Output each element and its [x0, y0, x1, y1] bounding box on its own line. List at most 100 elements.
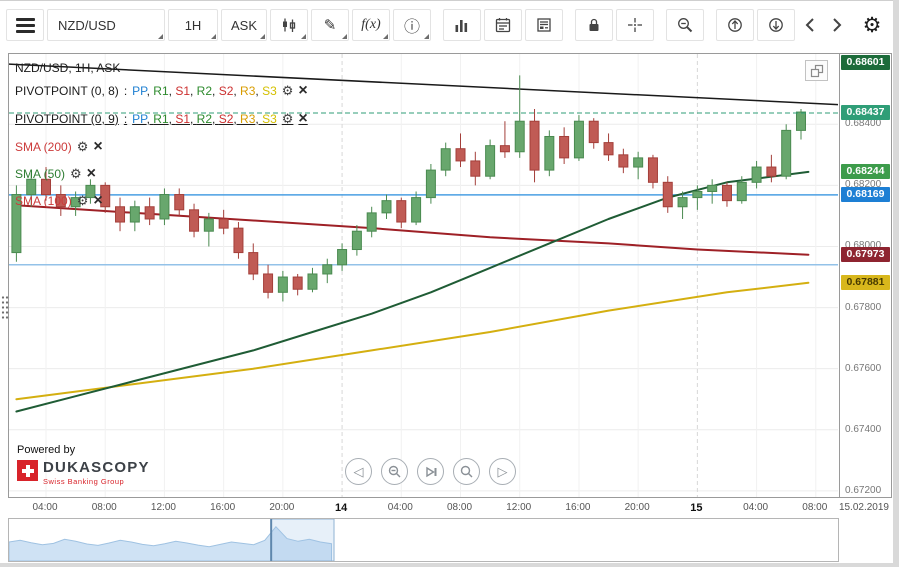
circle-arrow-up-icon — [728, 18, 742, 32]
scroll-right-button[interactable] — [825, 9, 849, 41]
bar-chart-icon — [455, 20, 468, 32]
chevron-right-icon — [833, 18, 842, 32]
indicator-settings-icon[interactable]: ⚙ — [76, 193, 89, 208]
pivot-series-label[interactable]: R1 — [153, 84, 169, 98]
pivot-series-label[interactable]: S1 — [175, 112, 190, 126]
zoom-out-button[interactable] — [666, 9, 704, 41]
indicator-settings-icon[interactable]: ⚙ — [281, 83, 294, 98]
indicator-remove-icon[interactable]: × — [86, 165, 97, 182]
dropdown-corner-icon — [383, 34, 388, 39]
indicator-settings-icon[interactable]: ⚙ — [70, 166, 82, 181]
indicator-name: PIVOTPOINT (0, 9) — [15, 112, 119, 126]
time-tick-label: 20:00 — [269, 502, 295, 513]
price-tick-label: 0.68000 — [845, 240, 882, 252]
instrument-select[interactable]: NZD/USD — [47, 9, 165, 41]
price-side-label: ASK — [230, 17, 257, 33]
pivot-series-label[interactable]: R1 — [153, 112, 169, 126]
pivot-series-label[interactable]: S2 — [218, 112, 234, 126]
price-tick-label: 0.67800 — [845, 301, 882, 313]
time-tick-label: 12:00 — [506, 502, 532, 513]
pivot-series-label[interactable]: S2 — [218, 84, 234, 98]
detach-chart-button[interactable] — [805, 60, 828, 81]
zoom-out-chart-button[interactable] — [381, 458, 408, 485]
chart-area[interactable]: NZD/USD, 1H, ASK PIVOTPOINT (0, 8) : PP,… — [8, 53, 892, 498]
indicator-row-sma50: SMA (50) ⚙ × — [15, 166, 96, 182]
pivot-series-label[interactable]: S1 — [175, 84, 190, 98]
time-axis[interactable]: 04:00 08:00 12:00 16:00 20:00 14 04:00 08:00 12:… — [8, 498, 892, 517]
lock-button[interactable] — [575, 9, 613, 41]
scroll-left-button[interactable] — [798, 9, 822, 41]
timeframe-label: 1H — [184, 17, 202, 33]
pan-right-button[interactable]: ▷ — [489, 458, 516, 485]
price-tick-label: 0.67200 — [845, 484, 882, 496]
pivot-series-label[interactable]: R3 — [240, 112, 256, 126]
time-tick-label: 14 — [334, 502, 348, 514]
pencil-icon: ✎ — [323, 17, 337, 34]
indicator-settings-icon[interactable]: ⚙ — [281, 111, 294, 126]
brand-subtitle: Swiss Banking Group — [43, 477, 125, 486]
chart-type-select[interactable] — [270, 9, 308, 41]
indicator-name: SMA (200) — [15, 140, 72, 154]
draw-tools-button[interactable]: ✎ — [311, 9, 349, 41]
zoom-in-chart-button[interactable] — [453, 458, 480, 485]
panel-drag-handle-icon[interactable] — [1, 295, 10, 321]
price-side-select[interactable]: ASK — [221, 9, 267, 41]
indicator-settings-icon[interactable]: ⚙ — [76, 139, 89, 154]
chart-navigator[interactable] — [8, 518, 839, 562]
price-badge: 0.68169 — [841, 187, 890, 203]
pivot-series-label[interactable]: PP — [132, 112, 147, 126]
time-tick-label: 16:00 — [210, 502, 236, 513]
time-tick-label: 04:00 — [32, 502, 58, 513]
export-chart-button[interactable] — [716, 9, 754, 41]
indicator-row-pivotpoint-2: PIVOTPOINT (0, 9) : PP, R1, S1, R2, S2, … — [15, 110, 308, 127]
navigator-canvas[interactable] — [8, 518, 836, 562]
powered-by-label: Powered by — [17, 444, 76, 456]
info-icon: ⓘ — [403, 19, 420, 36]
hamburger-icon — [15, 17, 35, 33]
price-badge: 0.67973 — [841, 247, 890, 263]
price-chart-canvas[interactable] — [9, 54, 838, 497]
indicator-row-pivotpoint-1: PIVOTPOINT (0, 8) : PP, R1, S1, R2, S2, … — [15, 82, 308, 99]
go-to-newest-button[interactable] — [417, 458, 444, 485]
open-in-window-icon — [810, 64, 823, 77]
brand-name: DUKASCOPY — [43, 459, 150, 476]
crosshair-button[interactable] — [616, 9, 654, 41]
price-tick-label: 0.68400 — [845, 118, 882, 130]
volume-button[interactable] — [443, 9, 481, 41]
news-button[interactable] — [525, 9, 563, 41]
function-icon: f(x) — [361, 17, 381, 32]
indicators-button[interactable]: f(x) — [352, 9, 390, 41]
timeframe-select[interactable]: 1H — [168, 9, 218, 41]
indicator-name: SMA (100) — [15, 194, 72, 208]
price-axis[interactable]: 0.68400 0.68200 0.68000 0.67800 0.67600 0.674… — [839, 54, 891, 497]
zoom-out-icon — [678, 18, 693, 33]
dropdown-corner-icon — [424, 34, 429, 39]
pivot-series-label[interactable]: S3 — [262, 84, 277, 98]
main-menu-button[interactable] — [6, 9, 44, 41]
pan-left-button[interactable]: ◁ — [345, 458, 372, 485]
time-tick-label: 04:00 — [387, 502, 413, 513]
indicator-remove-icon[interactable]: × — [93, 192, 103, 209]
chevron-left-icon — [805, 18, 814, 32]
instrument-label: NZD/USD — [58, 17, 116, 33]
time-tick-label: 08:00 — [446, 502, 473, 513]
indicator-remove-icon[interactable]: × — [298, 82, 308, 99]
pivot-series-label[interactable]: PP — [132, 84, 147, 98]
time-tick-labels: 04:00 08:00 12:00 16:00 20:00 14 04:00 08:00 12:… — [8, 498, 892, 517]
pivot-series-label[interactable]: S3 — [262, 112, 277, 126]
indicator-name: SMA (50) — [15, 167, 66, 181]
calendar-button[interactable] — [484, 9, 522, 41]
pivot-series-label[interactable]: R3 — [240, 84, 256, 98]
indicator-remove-icon[interactable]: × — [93, 138, 103, 155]
pivot-series-label[interactable]: R2 — [196, 84, 213, 98]
import-chart-button[interactable] — [757, 9, 795, 41]
price-tick-label: 0.67600 — [845, 362, 882, 374]
time-tick-label: 15 — [690, 502, 703, 514]
price-badge: 0.67881 — [841, 275, 890, 291]
pivot-series-label[interactable]: R2 — [196, 112, 213, 126]
price-badge: 0.68244 — [841, 164, 890, 180]
info-button[interactable]: ⓘ — [393, 9, 431, 41]
indicator-remove-icon[interactable]: × — [298, 110, 308, 127]
settings-button[interactable]: ⚙ — [855, 9, 889, 41]
